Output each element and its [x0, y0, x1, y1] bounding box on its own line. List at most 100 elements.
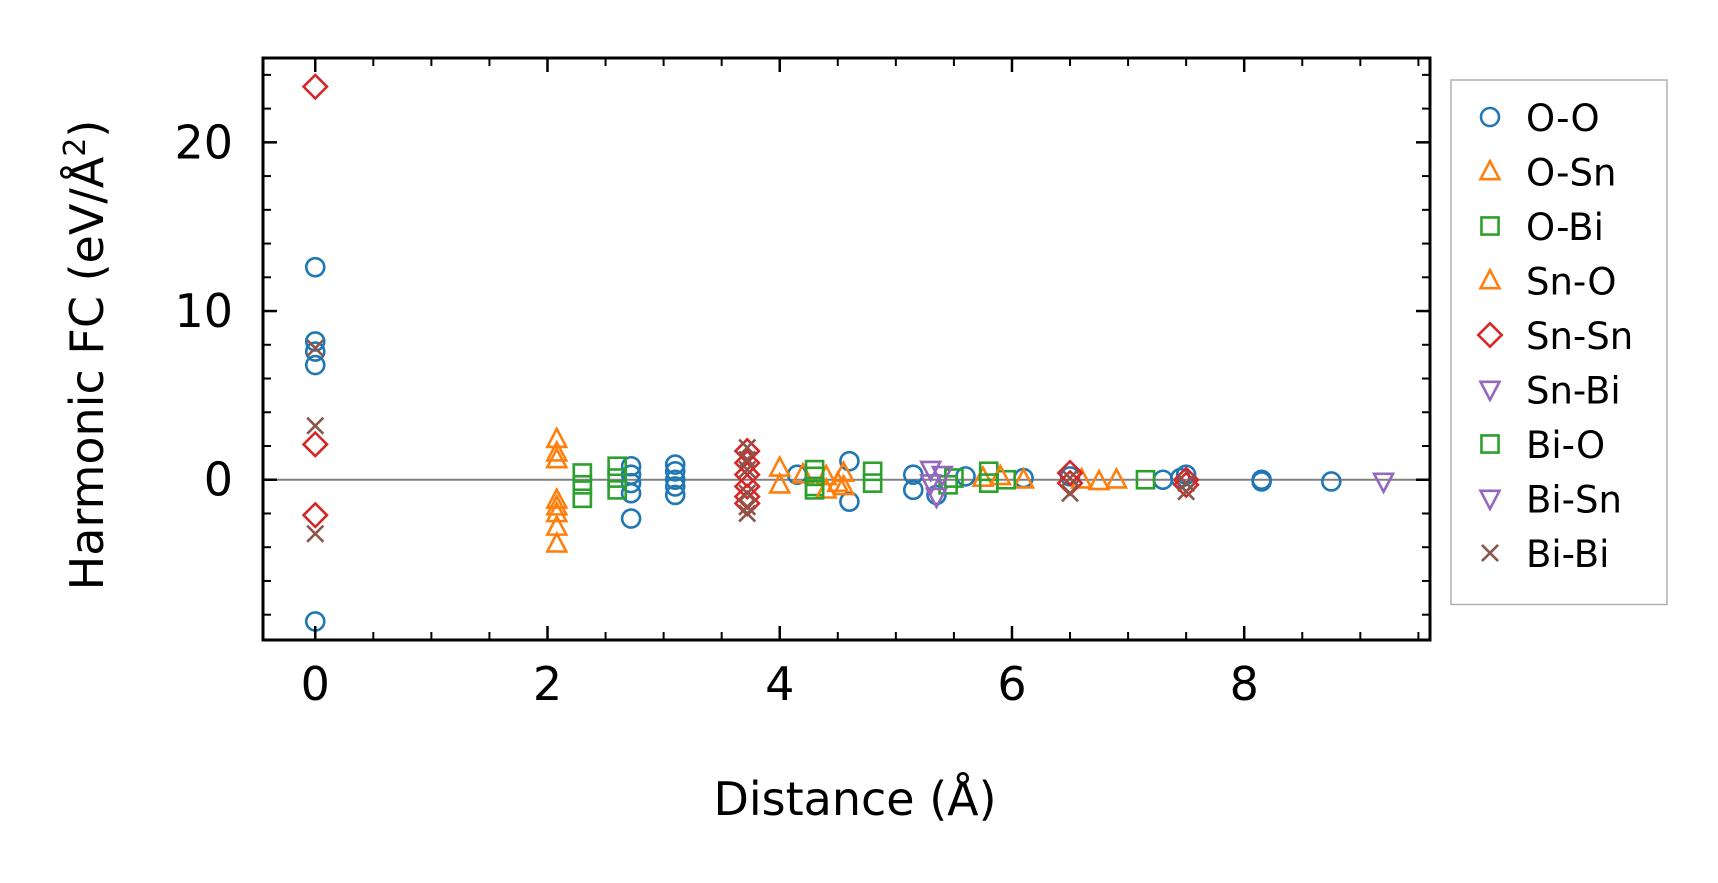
data-point [738, 497, 757, 516]
legend-marker [1478, 267, 1502, 290]
y-tick-label: 20 [174, 115, 233, 169]
data-point [831, 459, 856, 482]
data-point [738, 484, 757, 503]
data-point [1177, 482, 1196, 501]
x-tick-label: 2 [533, 657, 562, 711]
series-bi-sn [924, 465, 954, 510]
legend-label: Sn-Sn [1526, 315, 1633, 358]
x-tick-label: 8 [1230, 657, 1259, 711]
data-point [545, 446, 569, 469]
legend-label: O-Bi [1526, 206, 1604, 249]
x-tick-label: 6 [997, 657, 1026, 711]
data-point [971, 464, 995, 488]
data-point [768, 471, 792, 494]
data-point [545, 493, 569, 516]
data-point [545, 500, 569, 523]
data-point [620, 482, 642, 504]
legend-marker [1479, 106, 1501, 128]
series-o-o [304, 256, 1342, 632]
data-point [862, 473, 883, 493]
data-point [924, 487, 949, 510]
x-axis-label: Distance (Å) [713, 772, 996, 826]
legend-marker [1478, 158, 1502, 181]
data-point [664, 469, 686, 491]
data-point [620, 508, 642, 529]
data-point [804, 466, 825, 487]
legend-label: O-O [1526, 97, 1600, 140]
data-point [1087, 468, 1111, 491]
data-point [1320, 471, 1342, 492]
x-tick-label: 4 [765, 657, 794, 711]
data-point [738, 504, 757, 523]
data-point [902, 479, 924, 501]
data-point [607, 480, 628, 500]
data-point [301, 430, 329, 458]
series-bi-bi [306, 339, 1196, 543]
data-point [1177, 474, 1196, 493]
data-point [862, 461, 883, 482]
data-point [814, 463, 838, 486]
data-point [978, 473, 999, 493]
legend-label: Sn-O [1526, 261, 1616, 304]
data-point [306, 524, 325, 543]
data-point [306, 339, 325, 358]
legend-label: Bi-O [1526, 424, 1605, 467]
data-point [831, 473, 856, 496]
data-point [1371, 472, 1396, 495]
data-point [572, 474, 593, 495]
legend-label: Bi-Bi [1526, 533, 1609, 576]
data-point [1011, 466, 1036, 489]
data-point [738, 460, 757, 479]
data-point [1056, 459, 1084, 487]
data-point [733, 489, 761, 517]
data-point [607, 456, 628, 477]
data-point [839, 491, 860, 512]
data-point [804, 480, 825, 500]
data-point [814, 476, 838, 499]
y-axis-label-close: ) [60, 120, 114, 138]
data-point [664, 484, 686, 506]
data-point [1135, 469, 1156, 490]
data-point [572, 463, 593, 483]
data-point [1104, 466, 1129, 489]
legend-label: O-Sn [1526, 152, 1616, 195]
data-point [545, 439, 569, 462]
data-point [926, 484, 947, 506]
data-point [572, 488, 593, 509]
data-point [545, 530, 569, 553]
data-point [1061, 484, 1080, 503]
series-sn-sn [301, 73, 1200, 529]
data-point [301, 501, 329, 529]
legend-label: Sn-Bi [1526, 370, 1621, 413]
series-bi-o [804, 466, 999, 500]
legend-marker [1480, 434, 1500, 454]
y-tick-label: 10 [174, 284, 233, 338]
y-tick-label: 0 [204, 453, 233, 507]
data-point [304, 354, 326, 376]
legend-marker [1478, 489, 1502, 512]
legend-label: Bi-Sn [1526, 479, 1622, 522]
data-point [664, 476, 686, 497]
data-point [545, 486, 569, 509]
data-point [791, 461, 815, 484]
data-point [1251, 471, 1272, 492]
plot-area [263, 73, 1430, 632]
legend: O-O O-Sn O-Bi Sn-O Sn-Sn Sn-Bi Bi-O Bi-Sn Bi-Bi [1450, 79, 1668, 606]
legend-marker [1480, 216, 1500, 236]
y-axis-label-exponent: 2 [58, 138, 93, 157]
legend-marker [1480, 543, 1500, 563]
data-point [733, 472, 761, 501]
x-tick-label: 0 [301, 657, 330, 711]
data-point [620, 472, 642, 494]
data-point [304, 331, 326, 352]
data-point [304, 256, 326, 278]
y-axis-label: Harmonic FC (eV/Å2) [58, 120, 114, 591]
data-point [301, 73, 329, 101]
data-point [1172, 471, 1200, 499]
legend-marker [1476, 321, 1504, 349]
data-point [839, 450, 860, 472]
axes: 0 2 4 6 8 0 10 20 [174, 56, 1432, 711]
series-sn-o [545, 446, 1111, 516]
legend-marker [1478, 380, 1502, 403]
